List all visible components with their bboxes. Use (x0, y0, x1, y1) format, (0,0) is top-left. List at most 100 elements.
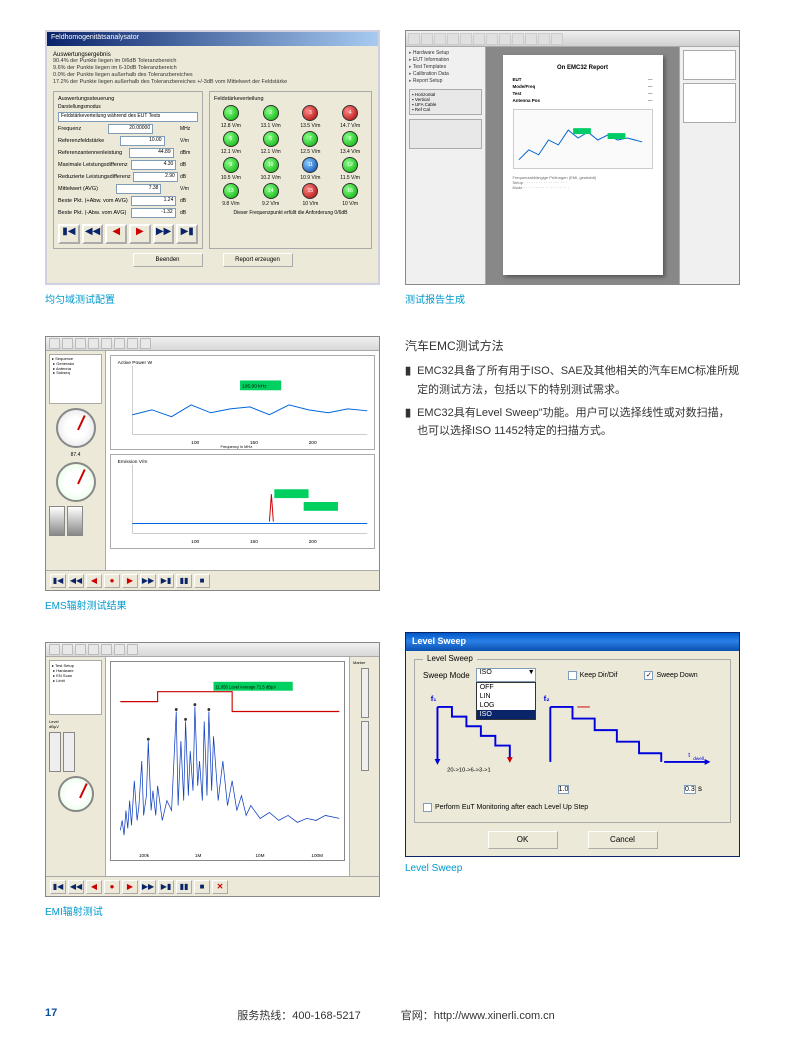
sweep-diagram: f₁ 20->10->6->3->1 f₂ tdwell (423, 688, 722, 778)
stop-button[interactable]: ■ (194, 574, 210, 588)
nav-buttons: ▮◀ ◀◀ ◀ ▶ ▶▶ ▶▮ (58, 224, 198, 244)
mode-label: Sweep Mode (423, 671, 470, 680)
caption-2: 测试报告生成 (405, 291, 740, 306)
ok-button[interactable]: OK (488, 831, 558, 849)
param-input[interactable]: 44.89 (129, 148, 174, 158)
svg-text:200: 200 (309, 539, 317, 545)
svg-text:1M: 1M (195, 853, 201, 859)
svg-text:Active Power W: Active Power W (118, 360, 153, 366)
led-10: 10 (263, 157, 279, 173)
mode-select[interactable]: ISO▼ OFF LIN LOG ISO (476, 668, 536, 682)
dial-1[interactable] (56, 408, 96, 448)
report-page: On EMC32 Report EUT—Mode/Freq—Test—Anten… (503, 55, 663, 275)
beenden-button[interactable]: Beenden (133, 253, 203, 267)
toolbar (46, 337, 379, 351)
svg-text:150: 150 (250, 539, 258, 545)
svg-text:195.00 kHz: 195.00 kHz (242, 383, 267, 389)
svg-text:f₁: f₁ (431, 694, 437, 703)
led-16: 16 (342, 183, 358, 199)
bullet-mark-icon: ▮ (405, 404, 411, 441)
led-13: 13 (223, 183, 239, 199)
sweepdown-checkbox[interactable]: ✓Sweep Down (644, 671, 697, 680)
report-canvas: On EMC32 Report EUT—Mode/Freq—Test—Anten… (486, 47, 679, 284)
param-input[interactable]: 2.90 (133, 172, 178, 182)
led-7: 7 (302, 131, 318, 147)
tb-icon[interactable] (408, 33, 420, 45)
report-button[interactable]: Report erzeugen (223, 253, 293, 267)
embedded-chart (513, 109, 653, 169)
tree-item[interactable]: Hardware Setup (409, 50, 482, 57)
slider[interactable] (49, 506, 65, 536)
param-input[interactable]: 7.38 (116, 184, 161, 194)
dial-2[interactable] (56, 462, 96, 502)
close-icon[interactable]: ✕ (212, 880, 228, 894)
record-button[interactable]: ● (104, 574, 120, 588)
svg-text:20->10->6->3->1: 20->10->6->3->1 (447, 768, 491, 774)
led-14: 14 (263, 183, 279, 199)
last-button[interactable]: ▶▮ (158, 574, 174, 588)
step-input-2[interactable]: 0.3 (684, 785, 696, 794)
dial[interactable] (58, 776, 94, 812)
first-button[interactable]: ▮◀ (50, 574, 66, 588)
led-6: 6 (263, 131, 279, 147)
tree-item[interactable]: Calibration Data (409, 71, 482, 78)
rew-button[interactable]: ◀◀ (68, 574, 84, 588)
svg-text:Emission V/m: Emission V/m (118, 459, 148, 465)
nav-prev[interactable]: ◀ (105, 224, 127, 244)
window-emi: ▸ Test Setup ▸ Hardware ▸ EN Scan ▸ Limi… (45, 642, 380, 897)
keep-checkbox[interactable]: Keep Dir/Dif (568, 671, 618, 680)
param-input[interactable]: -1.32 (131, 208, 176, 218)
led-9: 9 (223, 157, 239, 173)
sweep-group: Level Sweep Sweep Mode ISO▼ OFF LIN LOG … (414, 659, 731, 823)
param-input[interactable]: 4.30 (131, 160, 176, 170)
nav-last[interactable]: ▶▮ (176, 224, 198, 244)
caption-1: 均匀域测试配置 (45, 291, 380, 306)
param-input[interactable]: 10.00 (120, 136, 165, 146)
tree-item[interactable]: Report Setup (409, 78, 482, 85)
nav-first[interactable]: ▮◀ (58, 224, 80, 244)
pause-button[interactable]: ▮▮ (176, 574, 192, 588)
led-8: 8 (342, 131, 358, 147)
tree-item[interactable]: Test Templates (409, 64, 482, 71)
bullet-2: ▮ EMC32具有Level Sweep"功能。用户可以选择线性或对数扫描，也可… (405, 404, 740, 441)
param-input[interactable]: 1.24 (131, 196, 176, 206)
svg-text:Frequency in MHz: Frequency in MHz (220, 444, 252, 449)
titlebar: Level Sweep (406, 633, 739, 651)
led-15: 15 (302, 183, 318, 199)
perform-checkbox[interactable]: Perform EuT Monitoring after each Level … (423, 803, 588, 812)
tree-item[interactable]: EUT Information (409, 57, 482, 64)
automotive-emc-text: 汽车EMC测试方法 ▮ EMC32具备了所有用于ISO、SAE及其他相关的汽车E… (405, 336, 740, 627)
dialog-level-sweep: Level Sweep Level Sweep Sweep Mode ISO▼ … (405, 632, 740, 857)
led-2: 2 (263, 105, 279, 121)
led-1: 1 (223, 105, 239, 121)
svg-text:100: 100 (191, 539, 199, 545)
led-3: 3 (302, 105, 318, 121)
param-input[interactable]: 20.00000 (108, 124, 153, 134)
svg-text:f₂: f₂ (544, 694, 551, 703)
nav-next-fast[interactable]: ▶▶ (153, 224, 175, 244)
next-button[interactable]: ▶ (122, 574, 138, 588)
led-group: Feldstärkeverteilung 112.8 V/m213.1 V/m3… (209, 91, 372, 249)
slider[interactable] (67, 506, 83, 536)
window-ems: ▸ Sequence ▸ Generator ▸ Antenna ▸ Subse… (45, 336, 380, 591)
power-chart: Active Power W 195.00 kHz 100150200 Freq… (110, 355, 375, 450)
svg-text:200: 200 (309, 440, 317, 446)
tree[interactable]: ▸ Sequence ▸ Generator ▸ Antenna ▸ Subse… (49, 354, 102, 404)
ff-button[interactable]: ▶▶ (140, 574, 156, 588)
mode-dropdown[interactable]: Feldstärkeverteilung während des EUT Tes… (58, 112, 198, 122)
cancel-button[interactable]: Cancel (588, 831, 658, 849)
led-12: 12 (342, 157, 358, 173)
spectrum-area: 11.050 Level Average 71.5 dBμV 100k1M10M… (106, 657, 349, 876)
right-sliders: Marker (349, 657, 379, 876)
side-panel: ▸ Sequence ▸ Generator ▸ Antenna ▸ Subse… (46, 351, 106, 570)
step-input-1[interactable]: 1.0 (558, 785, 570, 794)
toolbar (406, 31, 739, 47)
nav-prev-fast[interactable]: ◀◀ (82, 224, 104, 244)
nav-next[interactable]: ▶ (129, 224, 151, 244)
bullet-mark-icon: ▮ (405, 362, 411, 399)
led-11: 11 (302, 157, 318, 173)
legend-panel: ▪ Horizontal▪ Vertical▪ UFA Cable▪ Ref C… (409, 89, 482, 115)
figure-emi-test: ▸ Test Setup ▸ Hardware ▸ EN Scan ▸ Limi… (45, 642, 380, 933)
tree[interactable]: ▸ Test Setup ▸ Hardware ▸ EN Scan ▸ Limi… (49, 660, 102, 715)
prev-button[interactable]: ◀ (86, 574, 102, 588)
